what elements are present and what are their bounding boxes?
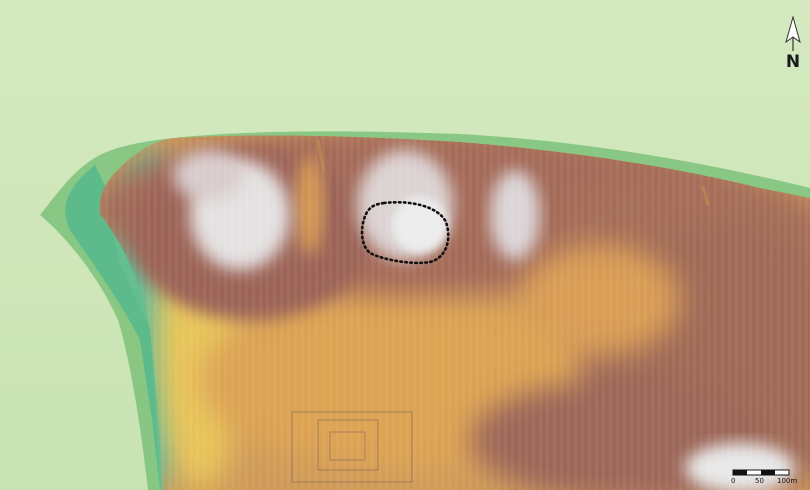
scale-tick-100m: 100m xyxy=(777,477,798,485)
scale-tick-0: 0 xyxy=(731,477,736,485)
north-label: N xyxy=(785,52,801,72)
north-arrow: N xyxy=(782,16,804,82)
coastal-fringe xyxy=(40,131,810,490)
low-slope xyxy=(65,165,175,490)
scale-tick-50: 50 xyxy=(755,477,764,485)
scale-bar: 0 50 100m xyxy=(731,468,798,488)
scale-bar-graphic xyxy=(732,469,790,476)
north-arrow-icon xyxy=(785,16,801,51)
